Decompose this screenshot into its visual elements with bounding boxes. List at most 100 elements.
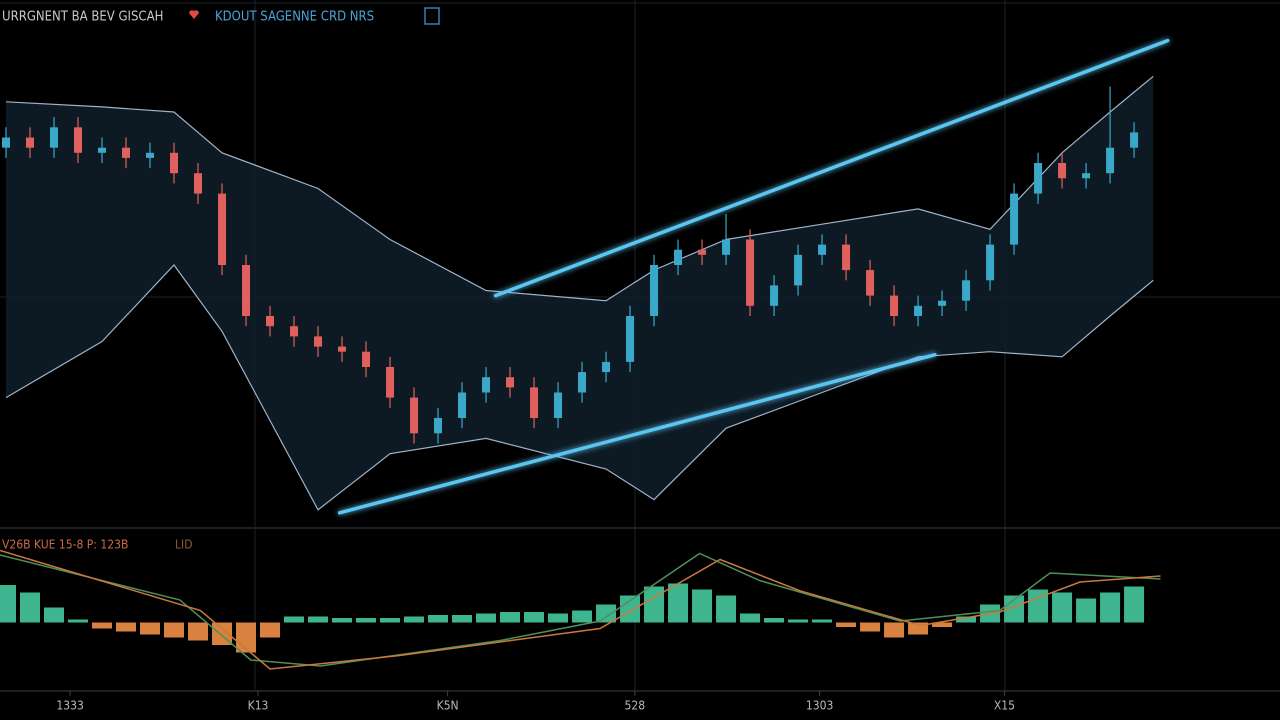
panel-subtitle: LID <box>175 538 193 552</box>
histogram-bar <box>404 616 425 623</box>
candle-body <box>794 254 803 286</box>
histogram-bar <box>812 619 833 623</box>
candle-body <box>1058 163 1067 179</box>
panel-title: V26B KUE 15-8 P: 123B <box>2 538 128 552</box>
indicator-line <box>0 552 1161 667</box>
histogram-bar <box>380 618 401 623</box>
candle-body <box>98 147 107 153</box>
candle-body <box>938 300 947 306</box>
macd-panel: 1333 K13 K5N 528 1303 X15 <box>0 549 1161 713</box>
candle-body <box>26 137 35 148</box>
histogram-bar <box>0 585 17 623</box>
candle-body <box>650 265 659 316</box>
histogram-bar <box>764 618 785 623</box>
candle-body <box>554 392 563 418</box>
histogram-bar <box>500 612 521 623</box>
histogram-bar <box>116 622 137 632</box>
candle-body <box>386 367 395 398</box>
candle-body <box>986 244 995 281</box>
histogram-bar <box>884 622 905 638</box>
histogram-bar <box>92 622 113 629</box>
candle-body <box>170 152 179 174</box>
histogram-bar <box>1100 592 1121 623</box>
trendline <box>493 38 1170 298</box>
x-tick-label: X15 <box>994 699 1015 713</box>
candle-body <box>1010 193 1019 245</box>
histogram-bar <box>644 586 665 623</box>
candle-body <box>458 392 467 418</box>
candle-body <box>242 265 251 316</box>
histogram-bar <box>140 622 161 635</box>
candle-body <box>194 173 203 194</box>
candle-body <box>722 239 731 255</box>
histogram-bar <box>620 595 641 623</box>
histogram-bar <box>572 610 593 623</box>
candle-body <box>50 127 59 148</box>
candle-body <box>122 147 131 158</box>
candle-body <box>962 280 971 301</box>
histogram-bar <box>44 607 65 623</box>
histogram-bar <box>260 622 281 638</box>
histogram-bar <box>596 604 617 623</box>
histogram-bar <box>1124 586 1145 623</box>
histogram-bar <box>524 612 545 623</box>
icon[interactable] <box>424 7 440 25</box>
histogram-bar <box>284 616 305 623</box>
histogram-bar <box>716 595 737 623</box>
candle-body <box>626 316 635 362</box>
candle-body <box>410 397 419 434</box>
histogram-bar <box>356 618 377 623</box>
candle-body <box>1130 132 1139 148</box>
indicator-line <box>0 549 1161 670</box>
candle-body <box>218 193 227 265</box>
histogram-bar <box>428 615 449 623</box>
histogram-bar <box>860 622 881 632</box>
candle-body <box>314 336 323 347</box>
histogram-bar <box>1028 589 1049 623</box>
candle-body <box>1034 163 1043 194</box>
candle-body <box>482 377 491 393</box>
upper-band <box>5 75 1154 302</box>
trendline <box>337 353 937 515</box>
candle-body <box>914 305 923 316</box>
histogram-bar <box>20 592 41 623</box>
candle-body <box>770 285 779 306</box>
candle-body <box>74 127 83 153</box>
candle-body <box>530 387 539 418</box>
candle-body <box>146 152 155 158</box>
candle-body <box>578 372 587 393</box>
heart-icon <box>189 10 199 19</box>
x-tick-label: K5N <box>437 699 459 713</box>
histogram-bar <box>932 622 953 627</box>
histogram-bar <box>740 613 761 623</box>
candle-body <box>1082 173 1091 179</box>
histogram-bar <box>476 613 497 623</box>
candle-body <box>866 270 875 296</box>
histogram-bar <box>308 616 329 623</box>
x-tick-label: 1333 <box>56 699 83 713</box>
candle-body <box>698 249 707 255</box>
histogram-bar <box>1076 598 1097 623</box>
histogram-bar <box>956 616 977 623</box>
candle-body <box>1106 147 1115 174</box>
band-area <box>6 76 1154 510</box>
candle-body <box>818 244 827 255</box>
lower-band <box>5 264 1154 511</box>
histogram-bar <box>668 583 689 623</box>
x-tick-label: K13 <box>248 699 269 713</box>
candle-body <box>890 295 899 316</box>
histogram-bar <box>548 613 569 623</box>
x-tick-label: 1303 <box>806 699 833 713</box>
candle-body <box>338 346 347 352</box>
histogram-bar <box>836 622 857 627</box>
candle-body <box>266 316 275 327</box>
candle-body <box>506 377 515 388</box>
candle-body <box>602 361 611 373</box>
histogram-bar <box>692 589 713 623</box>
candle-body <box>842 244 851 271</box>
x-tick-label: 528 <box>625 699 646 713</box>
candle-body <box>674 249 683 265</box>
candle-body <box>2 137 11 148</box>
